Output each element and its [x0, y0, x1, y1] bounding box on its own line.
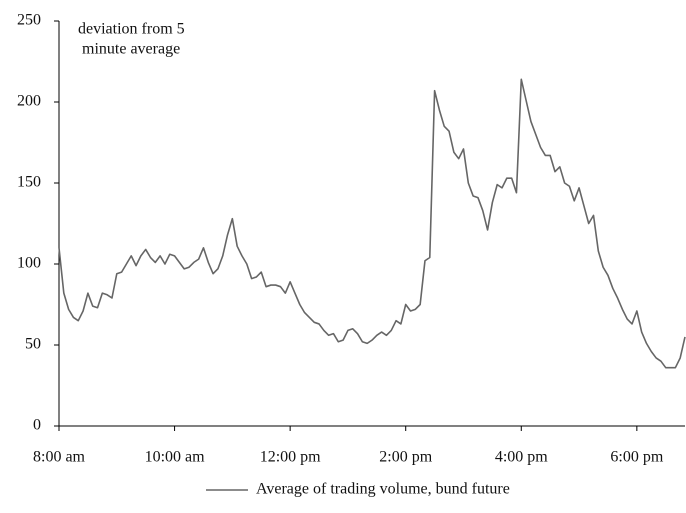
legend-label: Average of trading volume, bund future [256, 481, 510, 498]
annotation: minute average [82, 41, 180, 58]
x-tick-label: 10:00 am [145, 449, 206, 466]
y-tick-label: 100 [17, 255, 41, 272]
x-tick-label: 12:00 pm [260, 449, 321, 466]
data-line [58, 78, 686, 369]
y-tick-label: 50 [25, 336, 41, 353]
y-tick-label: 250 [17, 12, 41, 29]
x-tick-label: 4:00 pm [495, 449, 548, 466]
x-tick-label: 8:00 am [33, 449, 86, 466]
x-tick-label: 6:00 pm [610, 449, 663, 466]
x-tick-label: 2:00 pm [379, 449, 432, 466]
annotation: deviation from 5 [78, 21, 185, 38]
y-tick-label: 0 [33, 417, 41, 434]
y-tick-label: 150 [17, 174, 41, 191]
y-tick-label: 200 [17, 93, 41, 110]
